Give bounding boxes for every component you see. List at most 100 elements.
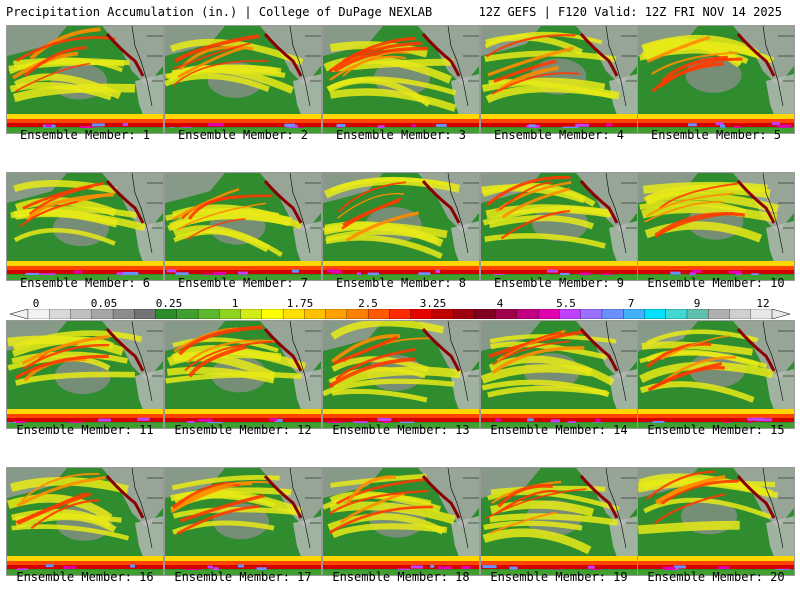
colorbar-cell [686,309,709,319]
colorbar-cell [240,309,263,319]
ensemble-member-map-5 [638,26,794,133]
ensemble-member-label: Ensemble Member: 1 [19,128,151,142]
colorbar-cell [452,309,475,319]
ensemble-member-label: Ensemble Member: 2 [177,128,309,142]
ensemble-member-map-11 [7,321,163,428]
colorbar-tick-label: 2.5 [358,297,378,310]
ensemble-member-map-16 [7,468,163,575]
colorbar-cell [155,309,178,319]
colorbar-cell [197,309,220,319]
ensemble-member-label: Ensemble Member: 14 [490,423,628,437]
ensemble-member-label: Ensemble Member: 19 [490,570,628,584]
run-info: 12Z GEFS | F120 Valid: 12Z FRI NOV 14 20… [478,5,782,19]
colorbar-cell [644,309,667,319]
colorbar-cell [750,309,773,319]
precip-map-image [7,468,163,575]
colorbar-cell [623,309,645,319]
colorbar-cell [410,309,433,319]
ensemble-member-map-18 [323,468,479,575]
colorbar-cell [367,309,390,319]
colorbar-cell [346,309,369,319]
ensemble-member-map-15 [638,321,794,428]
colorbar-cell [708,309,730,319]
ensemble-member-label: Ensemble Member: 12 [174,423,312,437]
colorbar-right-arrow [771,309,790,319]
ensemble-member-map-4 [481,26,637,133]
colorbar-cell [261,309,284,319]
ensemble-member-label: Ensemble Member: 15 [647,423,785,437]
colorbar-cell [474,309,497,319]
ensemble-member-map-13 [323,321,479,428]
colorbar-left-arrow [10,309,29,319]
ensemble-member-label: Ensemble Member: 10 [647,276,785,290]
precip-map-image [481,468,637,575]
colorbar-cell [27,309,50,319]
colorbar-cell [176,309,199,319]
ensemble-member-map-19 [481,468,637,575]
colorbar-tick-label: 5.5 [556,297,576,310]
colorbar-cell [134,309,156,319]
ensemble-member-map-8 [323,173,479,280]
colorbar-cell [580,309,603,319]
colorbar-cell [325,309,348,319]
precip-colorbar [10,309,790,319]
ensemble-member-label: Ensemble Member: 17 [174,570,312,584]
colorbar-cell [516,309,539,319]
colorbar-tick-label: 0 [32,297,40,310]
precip-map-image [638,321,794,428]
colorbar-cell [601,309,624,319]
ensemble-member-map-1 [7,26,163,133]
precip-map-image [638,26,794,133]
precip-map-image [165,173,321,280]
ensemble-member-label: Ensemble Member: 5 [650,128,782,142]
ensemble-member-label: Ensemble Member: 13 [332,423,470,437]
colorbar-tick-label: 1.75 [286,297,314,310]
ensemble-member-map-6 [7,173,163,280]
ensemble-member-map-10 [638,173,794,280]
precip-map-image [323,173,479,280]
colorbar-tick-label: 0.25 [155,297,183,310]
ensemble-member-map-3 [323,26,479,133]
precip-map-image [165,321,321,428]
ensemble-member-map-17 [165,468,321,575]
precip-map-image [323,321,479,428]
precip-map-image [7,173,163,280]
precip-map-image [323,468,479,575]
colorbar-cell [112,309,135,319]
precip-map-image [323,26,479,133]
map-title: Precipitation Accumulation (in.) | Colle… [6,5,433,19]
ensemble-member-label: Ensemble Member: 6 [19,276,151,290]
ensemble-member-label: Ensemble Member: 7 [177,276,309,290]
colorbar-tick-label: 12 [756,297,770,310]
colorbar-tick-label: 0.05 [90,297,118,310]
colorbar-cell [49,309,71,319]
ensemble-member-map-9 [481,173,637,280]
colorbar-cell [431,309,454,319]
ensemble-member-label: Ensemble Member: 16 [16,570,154,584]
precip-map-image [638,173,794,280]
colorbar-cell [495,309,518,319]
ensemble-member-map-20 [638,468,794,575]
colorbar-cell [70,309,93,319]
colorbar-tick-label: 4 [496,297,504,310]
ensemble-member-map-2 [165,26,321,133]
colorbar-cell [538,309,560,319]
precip-map-image [165,468,321,575]
precip-map-image [638,468,794,575]
ensemble-member-label: Ensemble Member: 20 [647,570,785,584]
precip-map-image [481,173,637,280]
ensemble-member-map-7 [165,173,321,280]
colorbar-tick-label: 3.25 [419,297,447,310]
ensemble-member-label: Ensemble Member: 8 [335,276,467,290]
ensemble-member-label: Ensemble Member: 9 [493,276,625,290]
colorbar-cell [282,309,305,319]
ensemble-member-map-14 [481,321,637,428]
colorbar-cell [559,309,582,319]
colorbar-tick-label: 1 [231,297,239,310]
precip-map-image [481,321,637,428]
ensemble-member-map-12 [165,321,321,428]
precip-map-image [481,26,637,133]
precip-map-image [165,26,321,133]
colorbar-cell [219,309,242,319]
colorbar-cell [665,309,688,319]
